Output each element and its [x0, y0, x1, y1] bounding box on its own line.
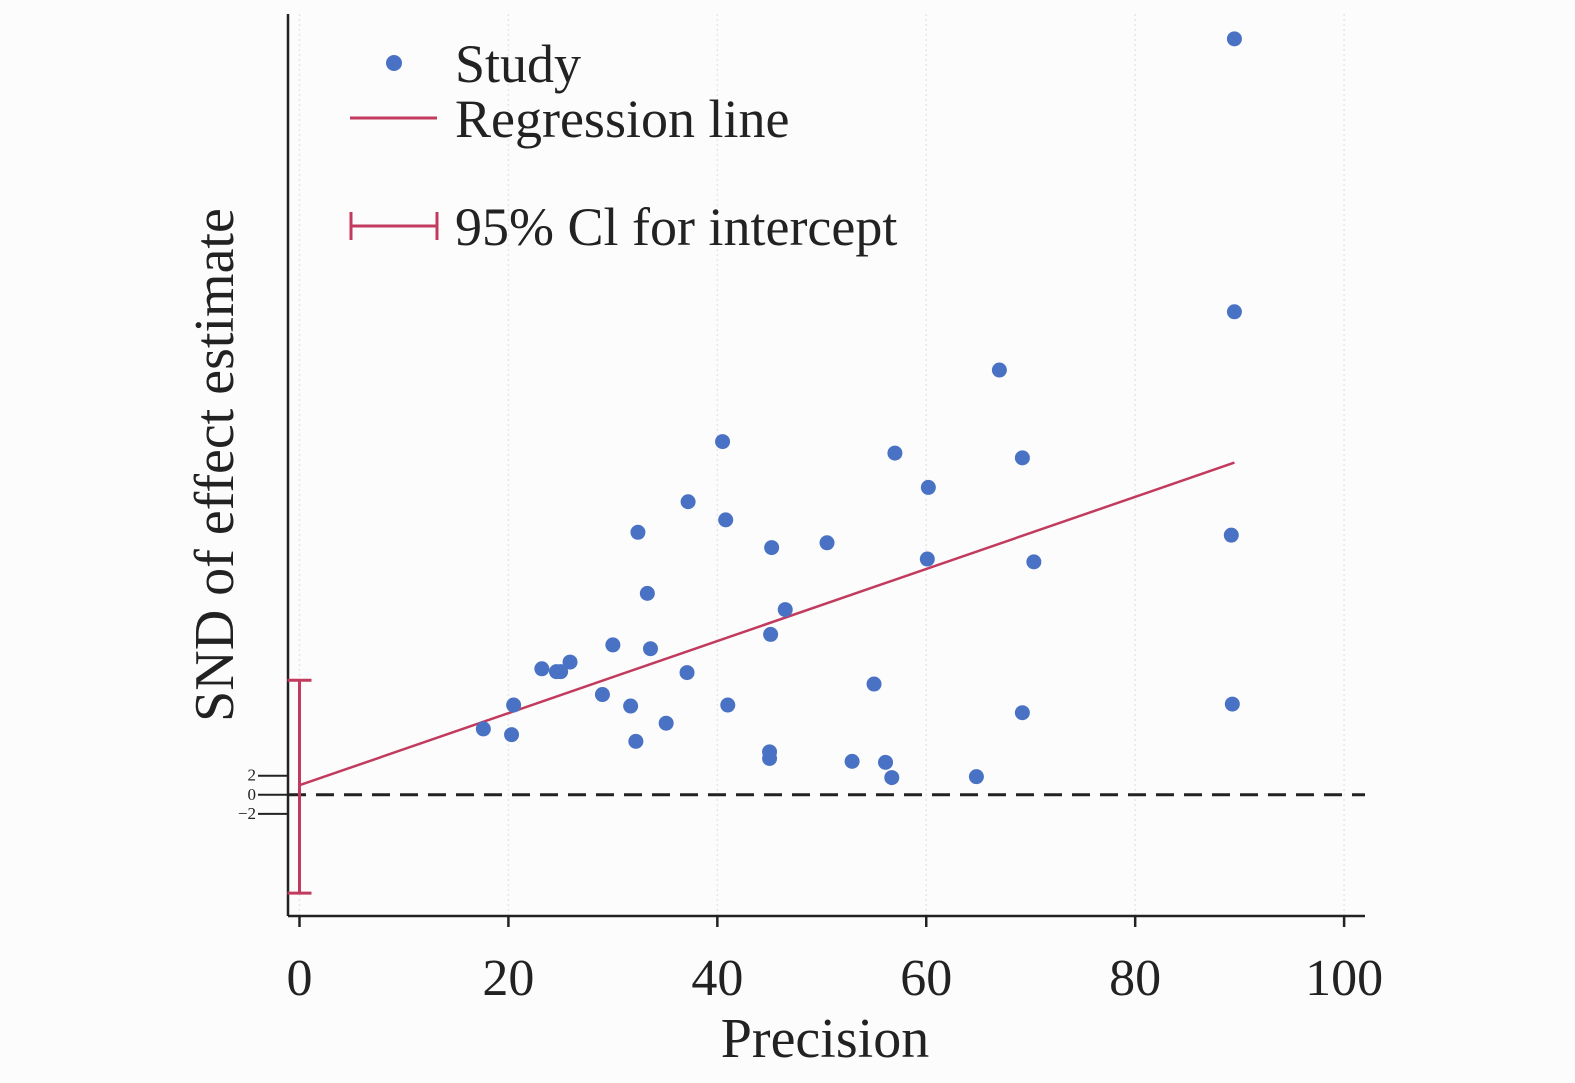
study-point-32 — [1014, 705, 1030, 721]
x-tick-label-60: 60 — [900, 950, 952, 1007]
study-point-4 — [715, 434, 731, 450]
study-point-42 — [968, 769, 984, 785]
y-tick-label-0: 2 — [248, 766, 257, 785]
study-point-2 — [1226, 304, 1242, 320]
study-point-24 — [553, 664, 569, 680]
study-point-19 — [605, 637, 621, 653]
study-point-12 — [764, 540, 780, 556]
study-point-15 — [1026, 554, 1042, 570]
study-point-20 — [642, 641, 658, 657]
study-point-26 — [866, 676, 882, 692]
study-point-17 — [777, 602, 793, 618]
regression-line — [299, 461, 1235, 787]
x-tick-label-0: 0 — [286, 950, 312, 1007]
x-axis-title: Precision — [721, 1008, 929, 1070]
x-axis-ticks: 0 20 40 60 80 100 — [286, 916, 1383, 1007]
legend-ci-label: 95% Cl for intercept — [455, 197, 897, 257]
y-axis-ticks: 20−2 — [238, 766, 288, 823]
legend-regression-line-label: Regression line — [455, 89, 789, 149]
study-point-7 — [920, 479, 936, 495]
study-point-39 — [844, 753, 860, 769]
x-tick-label-20: 20 — [482, 950, 534, 1007]
study-point-8 — [680, 494, 696, 510]
study-point-40 — [878, 754, 894, 770]
study-point-27 — [594, 687, 610, 703]
y-tick-label-2: −2 — [238, 804, 256, 823]
study-points — [475, 31, 1242, 786]
study-point-31 — [1224, 696, 1240, 712]
study-point-9 — [718, 512, 734, 528]
study-point-14 — [919, 551, 935, 567]
legend-study-label: Study — [455, 34, 581, 94]
study-point-34 — [475, 721, 491, 737]
study-point-6 — [1014, 450, 1030, 466]
study-point-13 — [1223, 527, 1239, 543]
study-point-33 — [658, 715, 674, 731]
study-point-22 — [534, 661, 550, 677]
study-point-10 — [630, 524, 646, 540]
y-axis-title: SND of effect estimate — [184, 208, 246, 722]
study-point-41 — [884, 770, 900, 786]
study-point-18 — [763, 626, 779, 642]
study-point-38 — [762, 751, 778, 767]
study-point-11 — [819, 535, 835, 551]
study-point-35 — [504, 727, 520, 743]
study-point-16 — [639, 585, 655, 601]
legend: Study Regression line 95% Cl for interce… — [349, 34, 897, 257]
study-point-5 — [887, 445, 903, 461]
x-tick-label-80: 80 — [1109, 950, 1161, 1007]
intercept-ci-bar — [287, 678, 312, 895]
regression-line-path — [299, 461, 1235, 787]
study-point-30 — [720, 697, 736, 713]
study-point-36 — [628, 733, 644, 749]
study-point-1 — [1226, 31, 1242, 47]
study-point-29 — [623, 698, 639, 714]
study-point-28 — [506, 697, 522, 713]
x-tick-label-40: 40 — [691, 950, 743, 1007]
legend-ci-marker — [349, 212, 439, 240]
study-point-25 — [679, 665, 695, 681]
x-tick-label-100: 100 — [1305, 950, 1383, 1007]
axes — [286, 14, 1365, 918]
study-point-3 — [991, 362, 1007, 378]
study-point-21 — [562, 654, 578, 670]
y-tick-label-1: 0 — [248, 785, 257, 804]
grid-lines — [298, 14, 1345, 916]
legend-study-marker — [386, 55, 402, 71]
